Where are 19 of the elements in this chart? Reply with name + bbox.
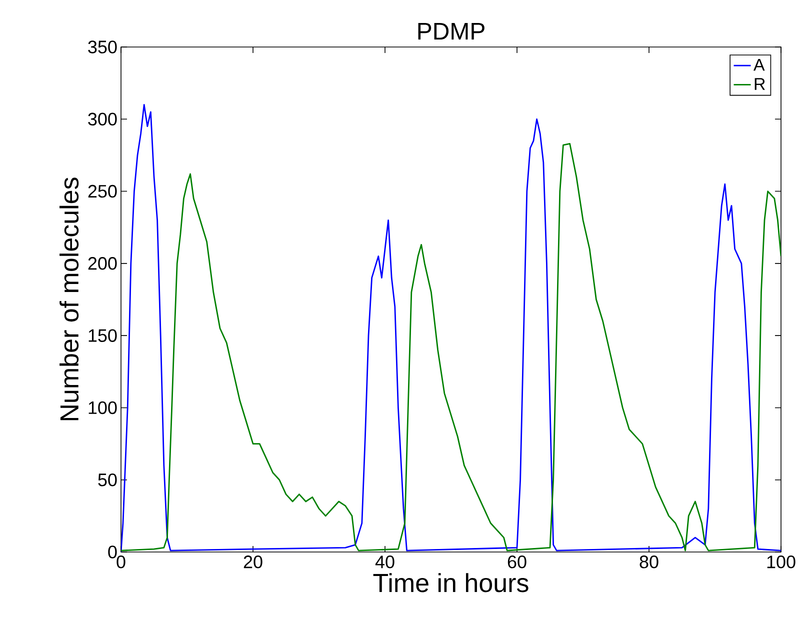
y-tick-label: 350 — [88, 40, 117, 54]
y-tick-label: 200 — [88, 257, 117, 270]
y-tick-label: 0 — [108, 546, 117, 558]
y-tick-label: 150 — [88, 329, 117, 342]
legend-label: R — [754, 78, 765, 90]
x-tick-label: 100 — [767, 556, 796, 568]
chart-title: PDMP — [418, 22, 484, 40]
x-tick-label: 20 — [244, 556, 262, 568]
y-tick-label: 100 — [88, 401, 117, 414]
legend-label: A — [753, 58, 765, 71]
x-tick-label: 0 — [116, 556, 126, 568]
x-tick-label: 60 — [508, 556, 526, 568]
y-axis-title: Number of molecules — [60, 178, 79, 420]
y-tick-label: 250 — [88, 184, 117, 198]
x-axis-title: Time in hours — [373, 573, 528, 592]
x-tick-label: 80 — [640, 556, 658, 568]
y-tick-label: 300 — [88, 112, 117, 126]
y-tick-label: 50 — [98, 473, 117, 486]
x-tick-label: 40 — [375, 556, 394, 568]
